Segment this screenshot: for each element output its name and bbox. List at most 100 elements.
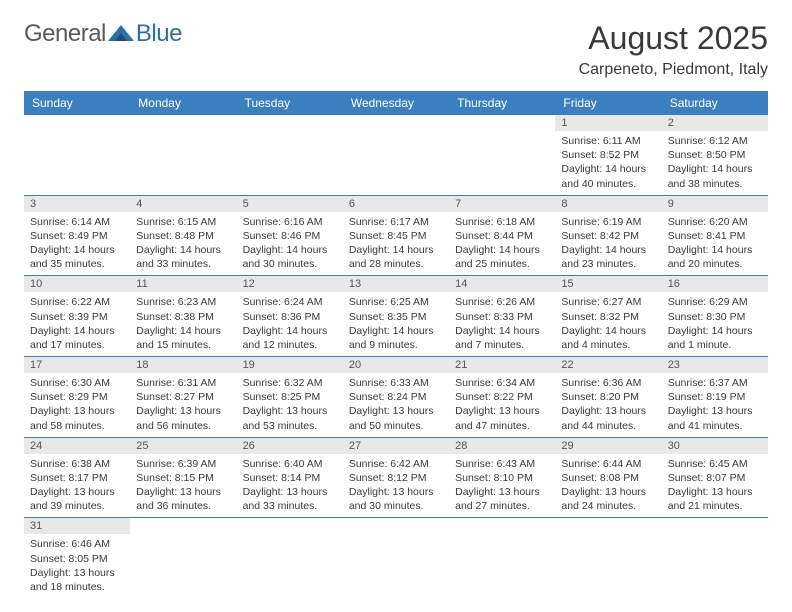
daylight-text: Daylight: 14 hours and 9 minutes. [349, 324, 443, 352]
day-number: 29 [555, 438, 661, 454]
weekday-header: Tuesday [237, 91, 343, 115]
daylight-text: Daylight: 14 hours and 17 minutes. [30, 324, 124, 352]
calendar-cell: . [449, 518, 555, 598]
day-number: 18 [130, 357, 236, 373]
daylight-text: Daylight: 14 hours and 20 minutes. [668, 243, 762, 271]
sunrise-text: Sunrise: 6:12 AM [668, 134, 762, 148]
calendar-cell: 4Sunrise: 6:15 AMSunset: 8:48 PMDaylight… [130, 195, 236, 276]
sunset-text: Sunset: 8:35 PM [349, 310, 443, 324]
sunset-text: Sunset: 8:17 PM [30, 471, 124, 485]
daylight-text: Daylight: 13 hours and 44 minutes. [561, 404, 655, 432]
daylight-text: Daylight: 13 hours and 56 minutes. [136, 404, 230, 432]
calendar-head: SundayMondayTuesdayWednesdayThursdayFrid… [24, 91, 768, 115]
calendar-cell: 8Sunrise: 6:19 AMSunset: 8:42 PMDaylight… [555, 195, 661, 276]
day-details: Sunrise: 6:23 AMSunset: 8:38 PMDaylight:… [130, 292, 236, 356]
calendar-cell: . [343, 518, 449, 598]
daylight-text: Daylight: 13 hours and 58 minutes. [30, 404, 124, 432]
sunset-text: Sunset: 8:12 PM [349, 471, 443, 485]
calendar-cell: 22Sunrise: 6:36 AMSunset: 8:20 PMDayligh… [555, 357, 661, 438]
sunset-text: Sunset: 8:36 PM [243, 310, 337, 324]
day-details: Sunrise: 6:43 AMSunset: 8:10 PMDaylight:… [449, 454, 555, 518]
day-details: Sunrise: 6:14 AMSunset: 8:49 PMDaylight:… [24, 212, 130, 276]
calendar-cell: 20Sunrise: 6:33 AMSunset: 8:24 PMDayligh… [343, 357, 449, 438]
sunset-text: Sunset: 8:46 PM [243, 229, 337, 243]
sunset-text: Sunset: 8:24 PM [349, 390, 443, 404]
calendar-cell: 1Sunrise: 6:11 AMSunset: 8:52 PMDaylight… [555, 115, 661, 195]
calendar-cell: 31Sunrise: 6:46 AMSunset: 8:05 PMDayligh… [24, 518, 130, 598]
daylight-text: Daylight: 14 hours and 25 minutes. [455, 243, 549, 271]
calendar-cell: 7Sunrise: 6:18 AMSunset: 8:44 PMDaylight… [449, 195, 555, 276]
sunrise-text: Sunrise: 6:30 AM [30, 376, 124, 390]
sunrise-text: Sunrise: 6:14 AM [30, 215, 124, 229]
sunset-text: Sunset: 8:42 PM [561, 229, 655, 243]
sunset-text: Sunset: 8:14 PM [243, 471, 337, 485]
day-details: Sunrise: 6:16 AMSunset: 8:46 PMDaylight:… [237, 212, 343, 276]
day-number: 14 [449, 276, 555, 292]
calendar-cell: 18Sunrise: 6:31 AMSunset: 8:27 PMDayligh… [130, 357, 236, 438]
day-details: Sunrise: 6:25 AMSunset: 8:35 PMDaylight:… [343, 292, 449, 356]
day-details: Sunrise: 6:42 AMSunset: 8:12 PMDaylight:… [343, 454, 449, 518]
weekday-header: Wednesday [343, 91, 449, 115]
day-details: Sunrise: 6:31 AMSunset: 8:27 PMDaylight:… [130, 373, 236, 437]
sunset-text: Sunset: 8:22 PM [455, 390, 549, 404]
calendar-table: SundayMondayTuesdayWednesdayThursdayFrid… [24, 91, 768, 598]
calendar-cell: 23Sunrise: 6:37 AMSunset: 8:19 PMDayligh… [662, 357, 768, 438]
sunrise-text: Sunrise: 6:20 AM [668, 215, 762, 229]
sunset-text: Sunset: 8:08 PM [561, 471, 655, 485]
sunset-text: Sunset: 8:41 PM [668, 229, 762, 243]
daylight-text: Daylight: 14 hours and 15 minutes. [136, 324, 230, 352]
sunrise-text: Sunrise: 6:46 AM [30, 537, 124, 551]
calendar-cell: 10Sunrise: 6:22 AMSunset: 8:39 PMDayligh… [24, 276, 130, 357]
sunset-text: Sunset: 8:19 PM [668, 390, 762, 404]
daylight-text: Daylight: 14 hours and 35 minutes. [30, 243, 124, 271]
day-number: 19 [237, 357, 343, 373]
calendar-week: 31Sunrise: 6:46 AMSunset: 8:05 PMDayligh… [24, 518, 768, 598]
sunset-text: Sunset: 8:20 PM [561, 390, 655, 404]
calendar-cell: 17Sunrise: 6:30 AMSunset: 8:29 PMDayligh… [24, 357, 130, 438]
sunrise-text: Sunrise: 6:45 AM [668, 457, 762, 471]
day-number: 3 [24, 196, 130, 212]
day-details: Sunrise: 6:24 AMSunset: 8:36 PMDaylight:… [237, 292, 343, 356]
day-number: 4 [130, 196, 236, 212]
sunset-text: Sunset: 8:50 PM [668, 148, 762, 162]
calendar-cell: 21Sunrise: 6:34 AMSunset: 8:22 PMDayligh… [449, 357, 555, 438]
location: Carpeneto, Piedmont, Italy [579, 61, 768, 79]
day-number: 17 [24, 357, 130, 373]
daylight-text: Daylight: 13 hours and 53 minutes. [243, 404, 337, 432]
daylight-text: Daylight: 13 hours and 27 minutes. [455, 485, 549, 513]
calendar-body: .....1Sunrise: 6:11 AMSunset: 8:52 PMDay… [24, 115, 768, 598]
calendar-cell: . [662, 518, 768, 598]
day-details: Sunrise: 6:38 AMSunset: 8:17 PMDaylight:… [24, 454, 130, 518]
weekday-header: Monday [130, 91, 236, 115]
calendar-cell: 25Sunrise: 6:39 AMSunset: 8:15 PMDayligh… [130, 437, 236, 518]
sunrise-text: Sunrise: 6:23 AM [136, 295, 230, 309]
weekday-header: Friday [555, 91, 661, 115]
day-details: Sunrise: 6:26 AMSunset: 8:33 PMDaylight:… [449, 292, 555, 356]
sunset-text: Sunset: 8:45 PM [349, 229, 443, 243]
daylight-text: Daylight: 14 hours and 12 minutes. [243, 324, 337, 352]
daylight-text: Daylight: 14 hours and 33 minutes. [136, 243, 230, 271]
calendar-cell: 16Sunrise: 6:29 AMSunset: 8:30 PMDayligh… [662, 276, 768, 357]
logo: General Blue [24, 20, 182, 48]
day-details: Sunrise: 6:22 AMSunset: 8:39 PMDaylight:… [24, 292, 130, 356]
calendar-cell: 9Sunrise: 6:20 AMSunset: 8:41 PMDaylight… [662, 195, 768, 276]
calendar-cell: . [130, 518, 236, 598]
sunrise-text: Sunrise: 6:24 AM [243, 295, 337, 309]
day-number: 20 [343, 357, 449, 373]
sunrise-text: Sunrise: 6:37 AM [668, 376, 762, 390]
day-details: Sunrise: 6:29 AMSunset: 8:30 PMDaylight:… [662, 292, 768, 356]
day-number: 31 [24, 518, 130, 534]
sunrise-text: Sunrise: 6:27 AM [561, 295, 655, 309]
day-number: 13 [343, 276, 449, 292]
day-number: 28 [449, 438, 555, 454]
title-block: August 2025 Carpeneto, Piedmont, Italy [579, 20, 768, 79]
day-details: Sunrise: 6:46 AMSunset: 8:05 PMDaylight:… [24, 534, 130, 598]
day-number: 12 [237, 276, 343, 292]
calendar-week: 10Sunrise: 6:22 AMSunset: 8:39 PMDayligh… [24, 276, 768, 357]
weekday-header: Saturday [662, 91, 768, 115]
day-details: Sunrise: 6:18 AMSunset: 8:44 PMDaylight:… [449, 212, 555, 276]
day-details: Sunrise: 6:32 AMSunset: 8:25 PMDaylight:… [237, 373, 343, 437]
calendar-cell: 26Sunrise: 6:40 AMSunset: 8:14 PMDayligh… [237, 437, 343, 518]
daylight-text: Daylight: 13 hours and 41 minutes. [668, 404, 762, 432]
daylight-text: Daylight: 14 hours and 7 minutes. [455, 324, 549, 352]
